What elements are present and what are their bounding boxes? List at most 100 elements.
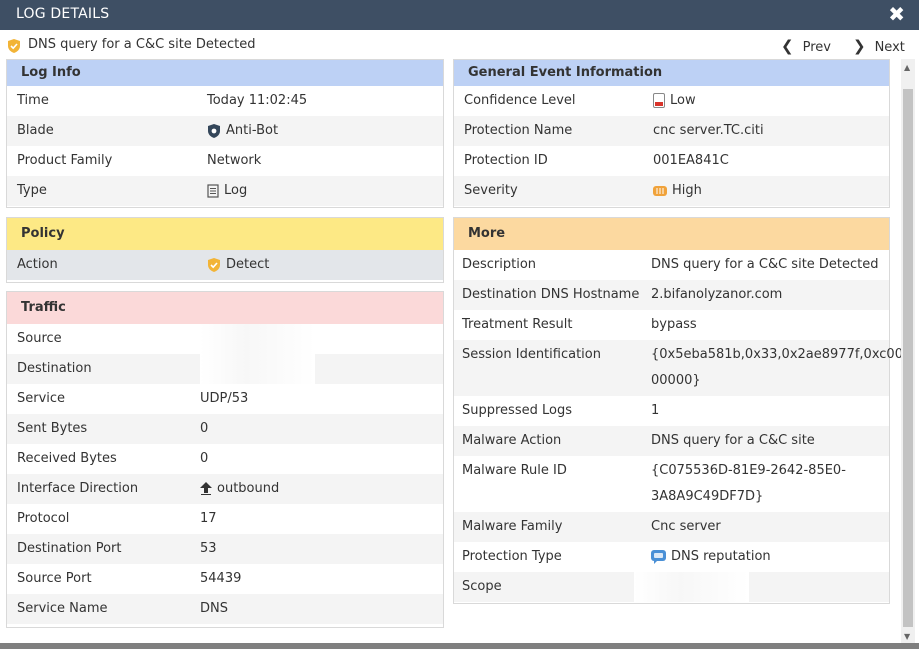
row-label: Blade	[17, 123, 54, 138]
row-label: Confidence Level	[464, 93, 576, 108]
row-label: Malware Action	[462, 433, 562, 448]
dialog-titlebar: LOG DETAILS ✖	[0, 0, 919, 30]
more-row-protection-type: Protection Type DNS reputation	[454, 542, 889, 572]
scrollbar-thumb[interactable]	[903, 89, 913, 627]
policy-header: Policy	[7, 218, 443, 250]
row-value: DNS query for a C&C site Detected	[651, 257, 879, 272]
row-value: cnc server.TC.citi	[653, 123, 764, 138]
shield-icon	[8, 39, 20, 53]
traffic-row-destination: Destination	[7, 354, 443, 384]
close-icon[interactable]: ✖	[888, 2, 905, 26]
log-info-row-time: Time Today 11:02:45	[7, 86, 443, 116]
general-row-confidence-level: Confidence Level Low	[454, 86, 889, 116]
row-label: Malware Family	[462, 519, 563, 534]
next-button[interactable]: ❯ Next	[853, 37, 905, 55]
row-value: DNS reputation	[651, 542, 771, 572]
general-row-protection-name: Protection Name cnc server.TC.citi	[454, 116, 889, 146]
log-icon	[207, 183, 219, 198]
row-label: Destination DNS Hostname	[462, 287, 640, 302]
severity-bars-icon	[653, 185, 667, 196]
prev-button[interactable]: ❮ Prev	[781, 37, 831, 55]
traffic-row-sent-bytes: Sent Bytes 0	[7, 414, 443, 444]
traffic-row-interface-direction: Interface Direction outbound	[7, 474, 443, 504]
row-label: Source	[17, 331, 62, 346]
row-value: 1	[651, 403, 660, 418]
more-row-scope: Scope	[454, 572, 889, 602]
traffic-row-destination-port: Destination Port 53	[7, 534, 443, 564]
row-value: bypass	[651, 317, 697, 332]
row-label: Product Family	[17, 153, 113, 168]
row-label: Protection Type	[462, 549, 562, 564]
row-value	[200, 324, 315, 354]
row-label: Protection Name	[464, 123, 573, 138]
row-value: 2.bifanolyzanor.com	[651, 287, 783, 302]
more-header: More	[454, 218, 889, 250]
anti-bot-icon	[208, 123, 220, 138]
row-value: Low	[653, 86, 696, 116]
row-value: Detect	[207, 250, 269, 280]
row-value: 17	[200, 511, 217, 526]
traffic-row-source: Source	[7, 324, 443, 354]
log-info-row-blade: Blade Anti-Bot	[7, 116, 443, 146]
row-value: 53	[200, 541, 217, 556]
traffic-header: Traffic	[7, 292, 443, 324]
traffic-row-protocol: Protocol 17	[7, 504, 443, 534]
row-value: Anti-Bot	[207, 116, 278, 146]
general-row-protection-id: Protection ID 001EA841C	[454, 146, 889, 176]
row-label: Service	[17, 391, 66, 406]
row-label: Time	[17, 93, 49, 108]
row-label: Service Name	[17, 601, 108, 616]
more-row-treatment-result: Treatment Result bypass	[454, 310, 889, 340]
row-value: Cnc server	[651, 519, 721, 534]
traffic-row-service-name: Service Name DNS	[7, 594, 443, 624]
general-event-header: General Event Information	[454, 60, 889, 86]
row-label: Suppressed Logs	[462, 403, 572, 418]
general-event-panel: General Event Information Confidence Lev…	[453, 59, 890, 208]
row-label: Treatment Result	[462, 317, 573, 332]
row-value: DNS query for a C&C site	[651, 433, 815, 448]
row-label: Received Bytes	[17, 451, 117, 466]
log-info-panel: Log Info Time Today 11:02:45 Blade Anti-…	[6, 59, 444, 208]
traffic-row-received-bytes: Received Bytes 0	[7, 444, 443, 474]
row-value: {C075536D-81E9-2642-85E0- 3A8A9C49DF7D}	[651, 463, 846, 504]
row-label: Destination	[17, 361, 92, 376]
row-value	[200, 354, 315, 384]
chevron-left-icon: ❮	[781, 37, 794, 55]
more-row-session-identification: Session Identification {0x5eba581b,0x33,…	[454, 340, 903, 396]
shield-icon	[208, 257, 220, 272]
bottom-border	[0, 643, 919, 649]
more-row-malware-family: Malware Family Cnc server	[454, 512, 889, 542]
redacted-value	[200, 354, 315, 384]
redacted-value	[634, 572, 749, 602]
row-label: Session Identification	[462, 347, 601, 362]
chevron-right-icon: ❯	[853, 37, 866, 55]
row-label: Malware Rule ID	[462, 463, 567, 478]
log-subheader: DNS query for a C&C site Detected ❮ Prev …	[0, 30, 919, 59]
row-value: High	[653, 176, 702, 206]
traffic-row-service: Service UDP/53	[7, 384, 443, 414]
confidence-gauge-icon	[653, 93, 665, 108]
vertical-scrollbar[interactable]: ▲ ▼	[901, 59, 915, 643]
traffic-panel: Traffic Source Destination Service UDP/5…	[6, 291, 444, 628]
row-value: {0x5eba581b,0x33,0x2ae8977f,0xc00 00000}	[651, 347, 903, 388]
row-value: outbound	[200, 474, 279, 504]
row-value: UDP/53	[200, 391, 249, 406]
redacted-value	[200, 324, 315, 354]
scroll-down-icon[interactable]: ▼	[904, 632, 911, 641]
arrow-up-icon	[200, 482, 212, 495]
more-row-malware-action: Malware Action DNS query for a C&C site	[454, 426, 889, 456]
row-value: 0	[200, 421, 209, 436]
more-panel: More Description DNS query for a C&C sit…	[453, 217, 903, 604]
more-row-malware-rule-id: Malware Rule ID {C075536D-81E9-2642-85E0…	[454, 456, 889, 512]
row-label: Scope	[462, 579, 502, 594]
general-row-severity: Severity High	[454, 176, 889, 206]
speech-bubble-icon	[651, 549, 666, 564]
policy-panel: Policy Action Detect	[6, 217, 444, 283]
row-label: Sent Bytes	[17, 421, 88, 436]
more-row-destination-dns-hostname: Destination DNS Hostname 2.bifanolyzanor…	[454, 280, 889, 310]
dialog-title: LOG DETAILS	[16, 6, 110, 22]
log-info-row-type: Type Log	[7, 176, 443, 206]
row-value: 0	[200, 451, 209, 466]
scroll-up-icon[interactable]: ▲	[904, 63, 911, 72]
policy-row-action: Action Detect	[7, 250, 443, 280]
